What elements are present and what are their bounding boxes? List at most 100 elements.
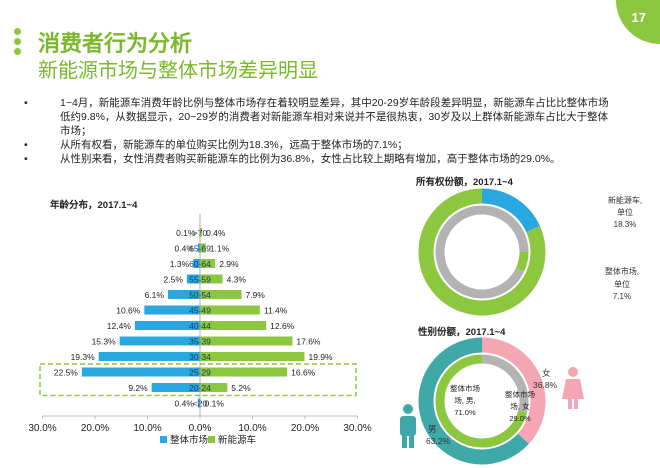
bar-overall-25-29 [81, 367, 200, 377]
value-label-overall: 2.5% [164, 275, 184, 285]
bar-overall-50-54 [167, 290, 200, 299]
value-label-overall: 15.3% [92, 337, 117, 347]
value-label-nev: 1.1% [210, 244, 230, 254]
slice-outer-male [418, 337, 529, 465]
title-dots-icon [14, 28, 21, 58]
ownership-donut-chart: 新能源车, 单位 18.3% 整体市场, 单位 7.1% [418, 188, 642, 316]
value-label-nev: 4.3% [227, 275, 247, 285]
female-head [568, 367, 578, 377]
value-label-nev: 2.9% [219, 259, 239, 269]
legend-swatch-overall [160, 436, 167, 443]
slice-outer-female [481, 337, 546, 444]
bar-nev->70 [200, 228, 203, 237]
female-leg-left [568, 399, 572, 409]
value-label-overall: 0.4% [175, 399, 195, 409]
label-overall-female-line2: 场, 女 [510, 401, 530, 411]
x-tick-label: 20.0% [81, 423, 109, 434]
bullet-gender: 从性别来看，女性消费者购买新能源车的比例为36.8%，女性占比较上期略有增加，高… [14, 152, 614, 166]
label-overall-female-value: 29.0% [509, 414, 531, 423]
value-label-nev: 17.6% [296, 337, 321, 347]
legend-swatch-nev [208, 436, 215, 443]
bar-nev-25-29 [200, 367, 288, 377]
bar-nev-20-24 [200, 383, 228, 392]
bar-overall-20-24 [151, 383, 200, 392]
page-number-badge: 17 [616, 0, 660, 44]
x-tick-label: 20.0% [291, 423, 319, 434]
value-label-nev: 11.4% [264, 306, 288, 316]
label-overall-male-line2: 场, 男, [454, 396, 475, 405]
label-overall-unit-line1: 整体市场, [605, 266, 639, 276]
label-overall-male-line1: 整体市场 [450, 383, 480, 393]
x-tick-label: 0.0% [189, 423, 212, 434]
page-number: 17 [631, 10, 646, 25]
slice-inner-overall-unit [515, 251, 529, 273]
bar-overall-40-44 [134, 321, 200, 330]
bar-nev-35-39 [200, 336, 293, 346]
male-person-icon [400, 404, 416, 448]
x-tick-label: 30.0% [28, 423, 56, 434]
label-nev-unit-line2: 单位 [617, 207, 633, 217]
value-label-overall: 1.3% [170, 259, 190, 269]
value-label-nev: 5.2% [231, 383, 251, 393]
male-body [400, 416, 416, 436]
slice-outer-nev-other [418, 188, 546, 316]
bar-overall-<20 [197, 398, 200, 408]
page-subtitle: 新能源市场与整体市场差异明显 [38, 60, 318, 82]
x-tick-label: 30.0% [343, 423, 371, 434]
value-label-nev: 12.6% [270, 321, 295, 331]
value-label-overall: 9.2% [128, 383, 148, 393]
label-female-value: 36.8% [533, 380, 558, 390]
male-leg-right [409, 434, 414, 448]
bar-overall-65-69 [197, 243, 200, 253]
bar-overall-45-49 [144, 305, 200, 315]
value-label-overall: 10.6% [116, 306, 141, 316]
male-head [403, 404, 413, 414]
gender-chart-title: 性别份额，2017.1~4 [418, 327, 506, 338]
bullet-age: 1~4月，新能源车消费年龄比例与整体市场存在着较明显差异，其中20-29岁年龄段… [14, 96, 614, 138]
slice-inner-male [435, 354, 528, 448]
label-overall-unit-line2: 单位 [614, 279, 630, 289]
bar-nev-50-54 [200, 290, 242, 299]
slice-inner-female [481, 354, 529, 413]
label-overall-unit-value: 7.1% [613, 292, 631, 301]
value-label-nev: 7.9% [245, 290, 265, 300]
legend-label-nev: 新能源车 [218, 434, 256, 446]
value-label-overall: 0.1% [176, 228, 196, 238]
value-label-nev: 0.4% [206, 228, 226, 238]
x-tick-label: 10.0% [133, 423, 161, 434]
x-tick-label: 10.0% [238, 423, 266, 434]
bar-overall-30-34 [98, 352, 200, 361]
value-label-overall: 6.1% [145, 290, 165, 300]
bar-overall-55-59 [186, 274, 200, 284]
highlight-box [39, 363, 357, 397]
label-overall-female-line1: 整体市场 [505, 389, 535, 399]
slice-inner-overall-other [435, 205, 529, 299]
value-label-overall: 0.4% [175, 244, 195, 254]
legend-label-overall: 整体市场 [170, 434, 208, 446]
page-title: 消费者行为分析 [38, 31, 193, 56]
label-nev-unit-line1: 新能源车, [608, 195, 642, 205]
bullet-ownership: 从所有权看，新能源车的单位购买比例为18.3%，远高于整体市场的7.1%； [14, 138, 614, 152]
bar-nev-40-44 [200, 321, 267, 330]
female-leg-right [574, 399, 578, 409]
bar-nev-55-59 [200, 274, 223, 284]
bar-nev-65-69 [200, 243, 206, 253]
label-female: 女 [542, 368, 551, 378]
value-label-nev: 16.6% [291, 368, 316, 378]
female-dress [562, 379, 584, 399]
label-overall-male-value: 71.0% [454, 408, 476, 417]
slice-outer-nev-unit [481, 188, 540, 233]
bar-overall-35-39 [119, 336, 200, 346]
male-leg-left [402, 434, 407, 448]
bar-nev-30-34 [200, 352, 305, 361]
value-label-nev: 19.9% [308, 352, 333, 362]
bar-nev-60-64 [200, 259, 216, 268]
bullet-list: 1~4月，新能源车消费年龄比例与整体市场存在着较明显差异，其中20-29岁年龄段… [14, 96, 614, 166]
ownership-chart-title: 所有权份额，2017.1~4 [416, 177, 513, 188]
value-label-overall: 19.3% [71, 352, 96, 362]
label-male: 男 [428, 424, 437, 434]
label-male-value: 63.2% [426, 436, 451, 446]
value-label-overall: 22.5% [54, 368, 79, 378]
